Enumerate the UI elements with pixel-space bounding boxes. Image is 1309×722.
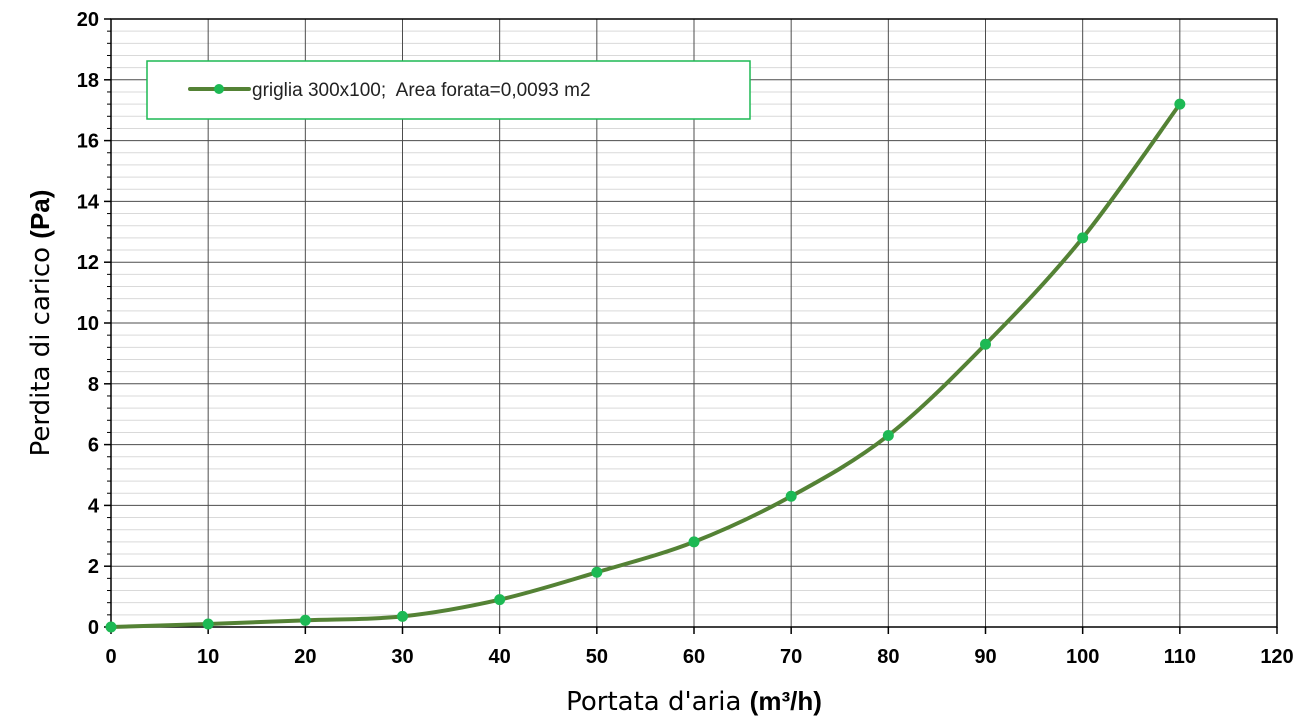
- y-axis-unit: (Pa): [25, 190, 55, 239]
- legend-entry-label: griglia 300x100; Area forata=0,0093 m2: [252, 80, 591, 101]
- x-axis-title: Portata d'aria (m³/h): [566, 686, 822, 717]
- x-tick-label: 30: [391, 646, 413, 668]
- data-point: [397, 610, 408, 622]
- data-point: [299, 614, 311, 626]
- data-point: [591, 566, 603, 578]
- x-tick-label: 40: [489, 646, 511, 668]
- y-tick-label: 10: [77, 313, 99, 335]
- y-tick-label: 14: [77, 191, 100, 213]
- y-tick-label: 4: [88, 495, 100, 517]
- y-axis-title: Perdita di carico (Pa): [25, 190, 56, 457]
- x-tick-label: 80: [877, 646, 899, 668]
- data-point: [980, 338, 991, 350]
- y-axis-title-text: Perdita di carico: [26, 247, 56, 456]
- x-tick-label: 70: [780, 646, 802, 668]
- x-tick-label: 60: [683, 646, 705, 668]
- x-tick-label: 10: [197, 646, 219, 668]
- x-axis-unit: (m³/h): [750, 686, 822, 716]
- series-line: [110, 102, 1182, 629]
- y-tick-label: 20: [77, 9, 99, 31]
- x-tick-label: 110: [1164, 646, 1196, 668]
- x-tick-label: 120: [1260, 646, 1293, 668]
- y-tick-label: 8: [88, 374, 99, 396]
- legend: griglia 300x100; Area forata=0,0093 m2: [146, 60, 751, 120]
- data-point: [785, 490, 797, 502]
- y-tick-label: 6: [88, 435, 99, 457]
- y-tick-label: 0: [88, 617, 99, 639]
- data-point: [494, 594, 506, 606]
- x-axis-title-text: Portata d'aria: [566, 687, 741, 717]
- y-axis-tick-labels: 0 2 4 6 8 10 12 14 16 18 20: [77, 9, 100, 639]
- x-tick-label: 50: [586, 646, 608, 668]
- series-layer: [105, 98, 1186, 633]
- x-tick-label: 0: [105, 646, 116, 668]
- data-point: [1077, 232, 1089, 244]
- data-point: [105, 621, 117, 633]
- y-tick-label: 18: [77, 70, 99, 92]
- data-point: [688, 536, 700, 548]
- x-tick-label: 90: [974, 646, 996, 668]
- data-point: [882, 429, 894, 441]
- y-tick-label: 2: [88, 556, 99, 578]
- x-axis-tick-labels: 0 10 20 30 40 50 60 70 80 90 100 110 120: [105, 646, 1293, 668]
- data-point: [1174, 98, 1186, 110]
- x-tick-label: 20: [294, 646, 316, 668]
- y-tick-label: 12: [77, 252, 99, 274]
- axis-tick-marks: [104, 18, 1278, 634]
- x-tick-label: 100: [1066, 646, 1099, 668]
- data-point: [202, 618, 214, 630]
- legend-marker-swatch: [214, 84, 224, 94]
- y-tick-label: 16: [77, 131, 99, 153]
